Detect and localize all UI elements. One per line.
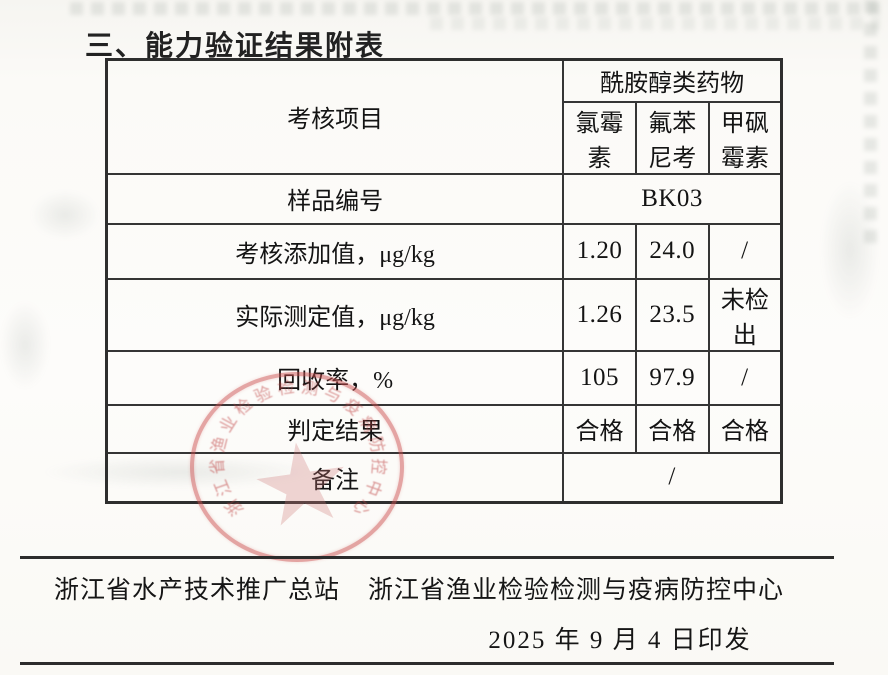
table-row: 判定结果 合格 合格 合格 (105, 403, 783, 454)
remarks-value: / (562, 451, 783, 504)
column-header-chloramphenicol: 氯霉素 (562, 100, 637, 175)
cell-value: 1.20 (562, 222, 637, 280)
bleedthrough-artifact (864, 0, 877, 250)
footer-org2: 浙江省渔业检验检测与疫病防控中心 (368, 577, 785, 604)
table-corner-header: 考核项目 (105, 58, 565, 175)
footer-org1: 浙江省水产技术推广总站 (54, 577, 341, 604)
footer-top-rule (20, 556, 834, 559)
cell-value: 97.9 (634, 349, 710, 406)
proficiency-results-table: 考核项目 酰胺醇类药物 氯霉素 氟苯尼考 甲砜霉素 样品编号 BK03 考核添加… (105, 58, 783, 504)
row-label-sample-id: 样品编号 (105, 172, 565, 225)
footer-issue-date: 2025 年 9 月 4 日印发 (488, 627, 752, 654)
column-header-thiamphenicol: 甲砜霉素 (707, 100, 783, 175)
cell-value: / (707, 349, 783, 406)
bleedthrough-artifact (430, 17, 880, 30)
cell-value: 24.0 (634, 222, 710, 280)
bleedthrough-artifact (0, 300, 50, 390)
row-label-judgment-result: 判定结果 (105, 403, 565, 454)
cell-value: 23.5 (634, 277, 710, 352)
table-group-header: 酰胺醇类药物 (562, 58, 783, 103)
bleedthrough-artifact (820, 180, 880, 320)
table-row: 考核添加值，μg/kg 1.20 24.0 / (105, 222, 783, 280)
table-row: 回收率，% 105 97.9 / (105, 349, 783, 406)
footer-organizations: 浙江省水产技术推广总站 浙江省渔业检验检测与疫病防控中心 (54, 570, 834, 606)
cell-value: 合格 (562, 403, 637, 454)
cell-value: 合格 (707, 403, 783, 454)
bleedthrough-artifact (70, 2, 880, 15)
sample-id-value: BK03 (562, 172, 783, 225)
cell-value: 合格 (634, 403, 710, 454)
cell-value: 1.26 (562, 277, 637, 352)
row-label-remarks: 备注 (105, 451, 565, 504)
table-row: 样品编号 BK03 (105, 172, 783, 225)
cell-value: 105 (562, 349, 637, 406)
section-title: 三、能力验证结果附表 (85, 30, 386, 61)
column-header-florfenicol: 氟苯尼考 (634, 100, 710, 175)
cell-value: / (707, 222, 783, 280)
table-row: 实际测定值，μg/kg 1.26 23.5 未检出 (105, 277, 783, 352)
row-label-measured-value: 实际测定值，μg/kg (105, 277, 565, 352)
row-label-spiked-value: 考核添加值，μg/kg (105, 222, 565, 280)
row-label-recovery-rate: 回收率，% (105, 349, 565, 406)
table-row: 备注 / (105, 451, 783, 504)
cell-value: 未检出 (707, 277, 783, 352)
footer-bottom-rule (20, 662, 834, 665)
bleedthrough-artifact (30, 190, 100, 240)
